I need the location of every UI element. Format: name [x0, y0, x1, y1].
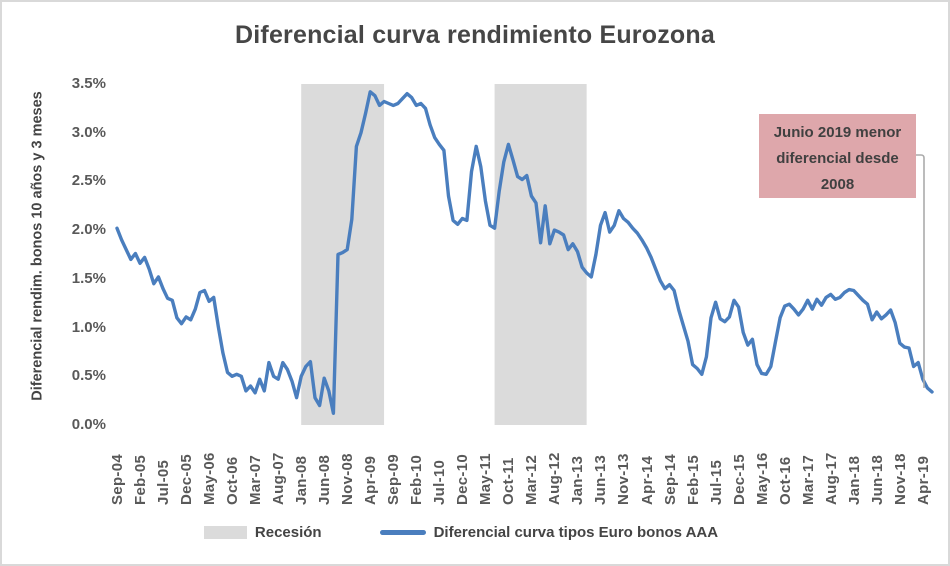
- x-tick-label: Feb-05: [132, 454, 150, 505]
- recession-bands: [301, 84, 587, 425]
- x-tick-label: Jun-13: [592, 454, 610, 505]
- x-tick-label: Nov-08: [339, 453, 357, 505]
- x-tick-label: May-06: [201, 452, 219, 505]
- y-tick-label: 1.5%: [71, 269, 106, 287]
- x-tick-label: Jul-10: [431, 459, 449, 505]
- x-tick-label: Nov-18: [891, 453, 909, 505]
- x-tick-label: Dec-15: [730, 454, 748, 505]
- recession-band: [494, 84, 587, 425]
- y-tick-label: 2.5%: [71, 172, 106, 190]
- series-line: [115, 90, 934, 415]
- x-tick-label: Mar-07: [247, 454, 265, 505]
- x-tick-label: Sep-09: [385, 454, 403, 505]
- x-tick-label: Mar-12: [523, 454, 541, 505]
- x-tick-label: Oct-06: [224, 456, 242, 506]
- x-tick-label: Feb-15: [684, 454, 702, 505]
- series-line-swatch: [379, 530, 426, 535]
- x-tick-label: Jun-18: [868, 454, 886, 505]
- annotation-callout: Junio 2019 menor diferencial desde 2008: [759, 114, 916, 198]
- callout-connector: [915, 154, 925, 388]
- x-tick-label: Apr-14: [638, 455, 656, 505]
- x-tick-label: Nov-13: [615, 453, 633, 505]
- x-tick-label: Aug-07: [270, 452, 288, 505]
- x-tick-label: Jan-18: [845, 455, 863, 505]
- x-tick-label: Jul-05: [155, 459, 173, 505]
- legend-label-series: Diferencial curva tipos Euro bonos AAA: [433, 524, 719, 541]
- x-tick-label: Oct-16: [776, 456, 794, 506]
- x-tick-label: Jan-13: [569, 455, 587, 505]
- x-tick-label: Dec-10: [454, 454, 472, 505]
- y-tick-label: 3.5%: [71, 75, 106, 92]
- y-tick-label: 2.0%: [71, 221, 106, 239]
- x-tick-label: May-11: [477, 453, 495, 505]
- legend-label-recession: Recesión: [254, 524, 322, 541]
- x-tick-label: Mar-17: [799, 454, 817, 505]
- legend: Recesión Diferencial curva tipos Euro bo…: [2, 524, 934, 541]
- x-tick-label: Jun-08: [316, 454, 334, 505]
- x-tick-label: Oct-11: [500, 457, 518, 505]
- x-tick-label: Aug-12: [546, 452, 564, 505]
- x-tick-label: Jan-08: [293, 455, 311, 505]
- y-tick-label: 0.5%: [71, 367, 106, 385]
- recession-band-swatch: [203, 526, 247, 539]
- x-tick-label: Sep-14: [661, 454, 679, 505]
- x-tick-label: Apr-19: [914, 455, 932, 505]
- x-tick-label: Apr-09: [362, 455, 380, 505]
- x-tick-label: Jul-15: [707, 459, 725, 505]
- x-tick-label: May-16: [753, 452, 771, 505]
- y-tick-label: 1.0%: [71, 318, 106, 336]
- legend-item-recession: Recesión: [203, 524, 322, 541]
- y-tick-label: 0.0%: [71, 416, 106, 433]
- x-tick-label: Aug-17: [822, 452, 840, 505]
- x-tick-label: Sep-04: [109, 454, 126, 505]
- chart-title: Diferencial curva rendimiento Eurozona: [235, 21, 715, 49]
- y-tick-label: 3.0%: [71, 123, 106, 141]
- legend-item-series: Diferencial curva tipos Euro bonos AAA: [379, 524, 719, 541]
- x-tick-label: Dec-05: [178, 454, 196, 505]
- x-tick-label: Feb-10: [408, 454, 426, 505]
- recession-band: [301, 84, 385, 425]
